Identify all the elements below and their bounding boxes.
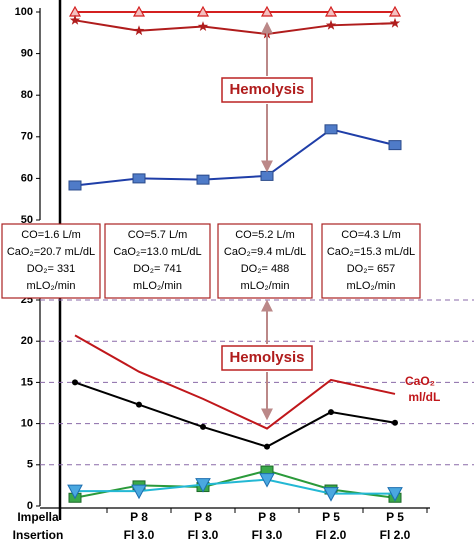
info-text: CaO₂=13.0 mL/dL [113,246,201,258]
series-line [75,478,395,495]
marker [260,5,274,17]
marker [196,5,210,17]
marker [324,5,338,17]
marker [67,484,83,500]
info-box [321,223,421,299]
marker [196,174,210,185]
series-line [74,334,396,430]
series-label: CaO₂ ml/dL [405,374,440,404]
marker [323,487,339,502]
info-text: CaO₂=20.7 mL/dL [7,246,95,258]
marker [133,25,145,36]
info-text: CO=5.2 L/m [235,229,295,241]
marker [136,401,142,408]
marker [387,487,403,502]
x-tick-label: P 5 [386,510,404,524]
marker [260,170,274,181]
series-line [74,19,396,36]
marker [131,484,147,500]
marker [259,473,275,488]
y-tick-label: 80 [21,89,33,101]
marker [264,443,270,450]
marker [200,423,206,430]
info-box [217,223,313,299]
info-text: CO=1.6 L/m [21,229,81,241]
y-tick-label: 5 [27,459,33,471]
marker [389,17,401,28]
info-text: mLO₂/min [241,280,290,292]
annotation-box [221,77,313,103]
info-text: mLO₂/min [27,280,76,292]
annotation: Hemolysis [229,349,304,366]
series-line [74,469,396,499]
y-tick-label: 15 [21,376,33,388]
x-tick-label: Impella [17,510,59,524]
marker [325,19,337,30]
y-tick-label: 0 [27,500,33,512]
x-tick-label: P 8 [194,510,212,524]
info-text: mLO₂/min [133,280,182,292]
x-tick-label: P 8 [258,510,276,524]
y-tick-label: 60 [21,172,33,184]
info-text: CO=5.7 L/m [128,229,188,241]
marker [68,180,82,191]
info-box [1,223,101,299]
x-tick-label: P 5 [322,510,340,524]
x-tick-label: Insertion [13,528,64,542]
marker [392,419,398,426]
info-text: CaO₂=15.3 mL/dL [327,246,415,258]
marker [195,478,211,493]
info-text: mLO₂/min [347,280,396,292]
y-tick-label: 10 [21,418,33,430]
marker [324,124,338,135]
annotation: Hemolysis [229,81,304,98]
marker [132,5,146,17]
x-tick-label: Fl 3.0 [188,528,219,542]
x-tick-label: P 8 [130,510,148,524]
series-line [74,128,396,187]
marker [388,5,402,17]
y-tick-label: 50 [21,214,33,226]
marker [197,21,209,31]
y-tick-label: 100 [15,6,33,18]
y-tick-label: 70 [21,131,33,143]
info-box [104,223,211,299]
info-text: CO=4.3 L/m [341,229,401,241]
annotation-box [221,345,313,371]
marker [72,379,78,386]
x-tick-label: Fl 2.0 [316,528,347,542]
marker [69,14,81,25]
info-text: CaO₂=9.4 mL/dL [224,246,306,258]
x-tick-label: Fl 3.0 [252,528,283,542]
info-text: DO₂= 657 [347,263,396,275]
y-tick-label: 20 [21,335,33,347]
marker [132,173,146,184]
x-tick-label: Fl 3.0 [124,528,155,542]
x-tick-label: Fl 2.0 [380,528,411,542]
info-text: DO₂= 331 [27,263,76,275]
info-text: DO₂= 741 [133,263,182,275]
marker [328,409,334,416]
y-tick-label: 90 [21,48,33,60]
marker [388,140,402,151]
series-line [74,381,396,448]
info-text: DO₂= 488 [241,263,290,275]
